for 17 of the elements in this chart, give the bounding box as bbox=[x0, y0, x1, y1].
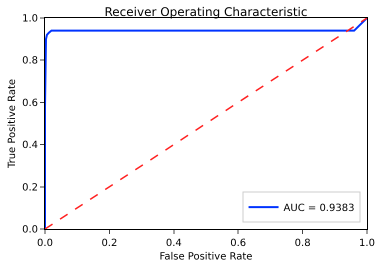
line-series bbox=[45, 18, 367, 229]
y-tick-label: 0.6 bbox=[22, 98, 38, 109]
x-tick-label: 0.4 bbox=[166, 238, 182, 249]
x-tick-label: 0.0 bbox=[37, 238, 53, 249]
chart-title: Receiver Operating Characteristic bbox=[104, 5, 308, 19]
y-tick-label: 0.2 bbox=[22, 182, 38, 194]
x-tick-label: 0.8 bbox=[294, 238, 311, 249]
legend-label: AUC = 0.9383 bbox=[284, 203, 354, 214]
y-tick-label: 0.8 bbox=[22, 56, 38, 67]
x-axis-title: False Positive Rate bbox=[160, 252, 252, 262]
x-tick-label: 0.2 bbox=[101, 238, 118, 249]
y-axis-title: True Positive Rate bbox=[7, 78, 18, 170]
x-tick-label: 0.6 bbox=[230, 238, 246, 249]
y-tick-label: 0.4 bbox=[22, 140, 38, 152]
x-tick-label: 1.0 bbox=[359, 238, 375, 249]
y-tick-label: 1.0 bbox=[22, 14, 38, 24]
y-tick-label: 0.0 bbox=[22, 224, 38, 236]
